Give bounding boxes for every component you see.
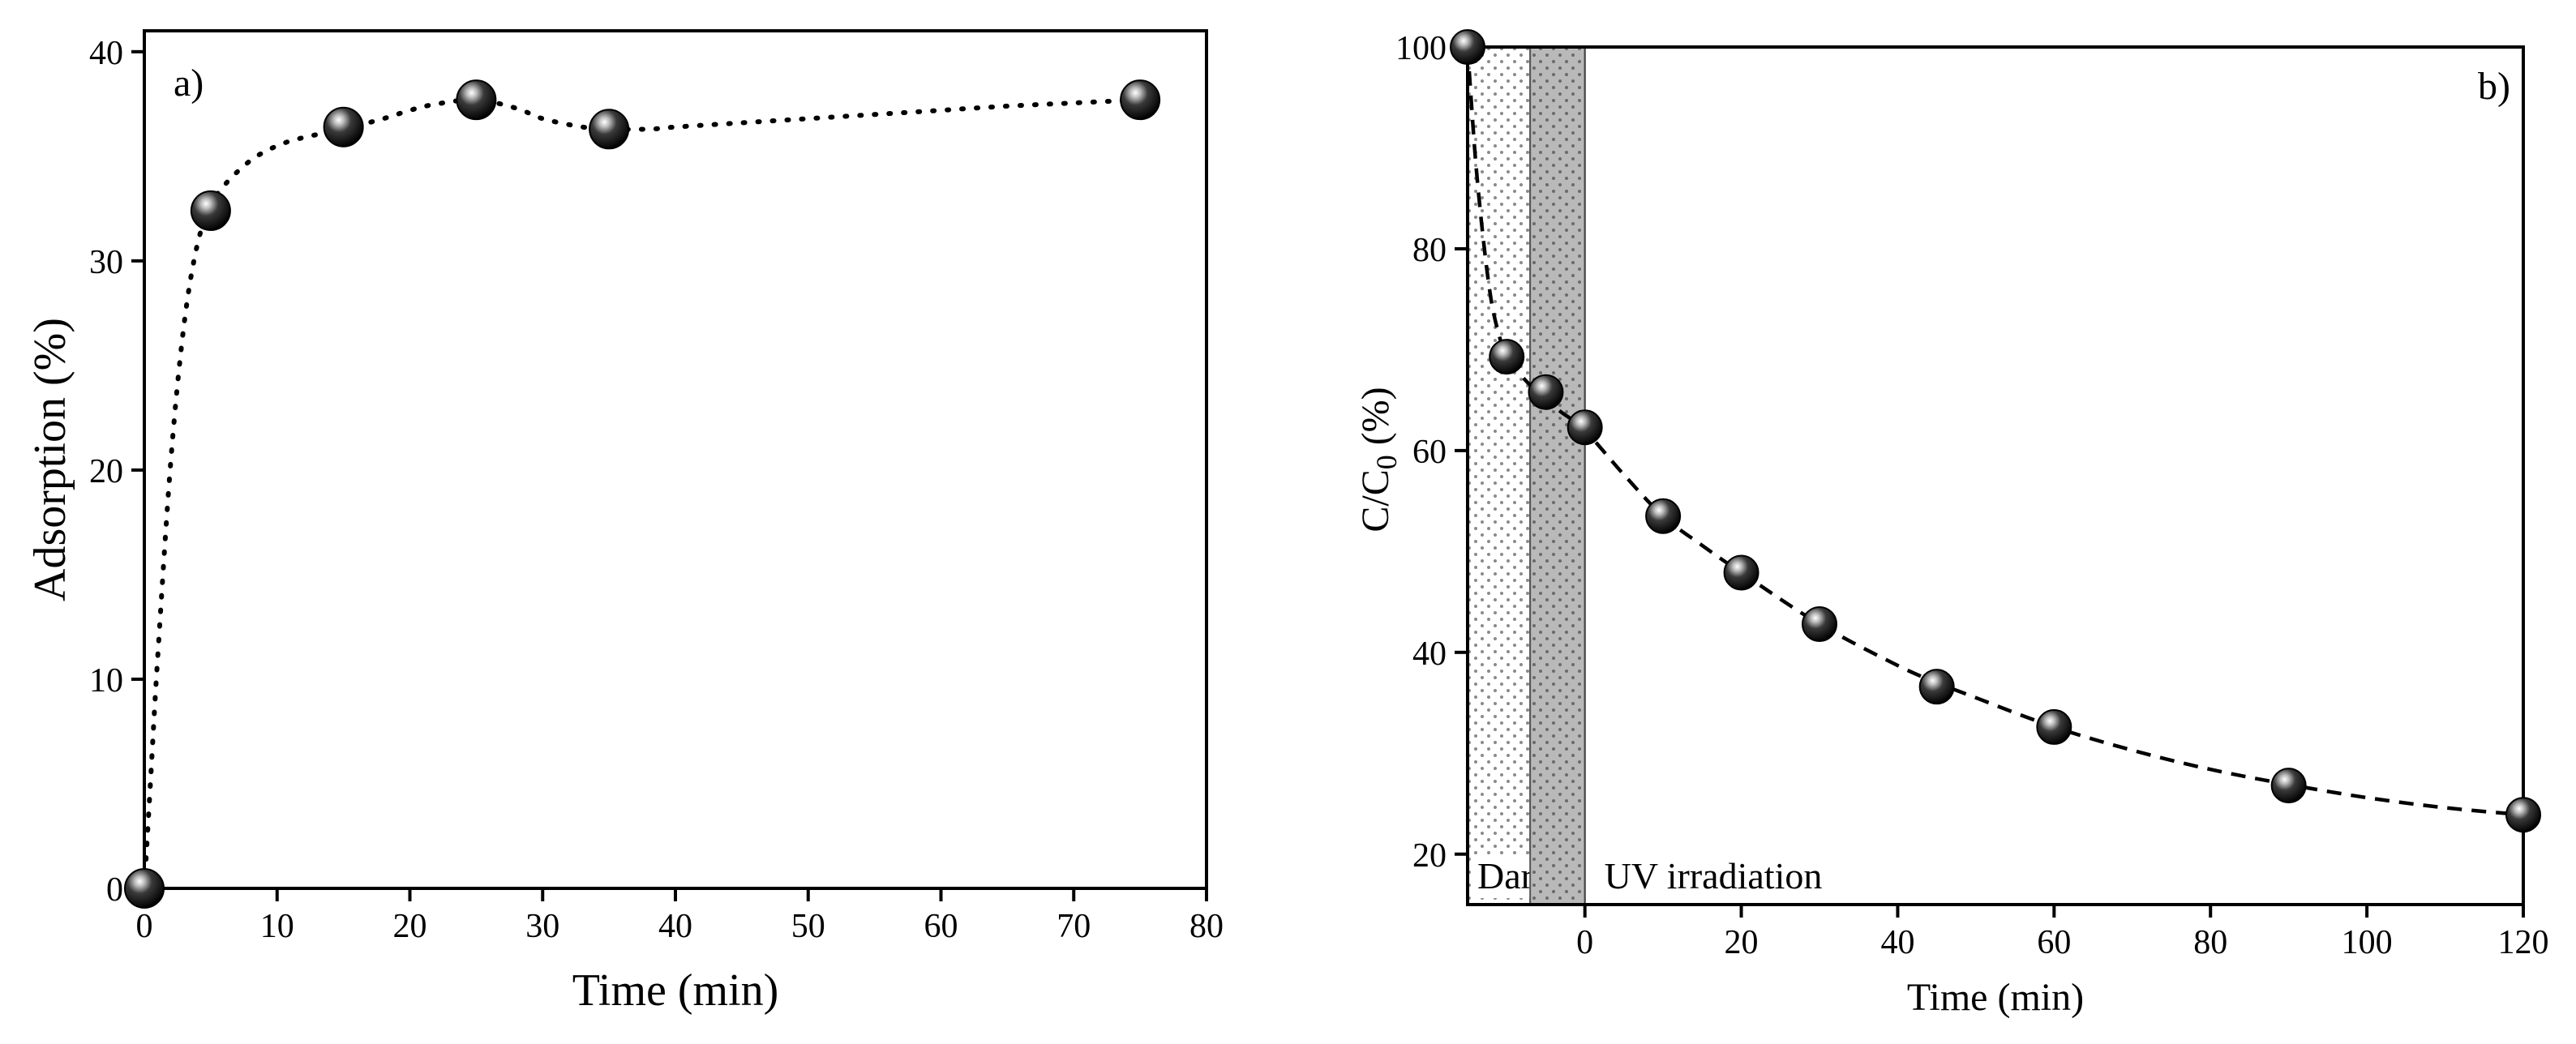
x-tick-label: 10	[260, 908, 294, 945]
x-tick-label: 0	[136, 908, 153, 945]
y-tick-label: 40	[89, 35, 123, 72]
x-tick-label: 70	[1057, 908, 1091, 945]
x-tick-label: 100	[2342, 924, 2393, 961]
x-tick-label: 40	[1880, 924, 1914, 961]
panel-b-label: b)	[2478, 65, 2510, 108]
panel-a-x-ticks: 0 10 20 30 40 50 60 70 80	[136, 888, 1224, 945]
y-tick-label: 0	[106, 871, 123, 909]
y-tick-label: 40	[1412, 635, 1447, 673]
x-tick-label: 20	[1725, 924, 1759, 961]
panel-a-chart: a) 0 10 20 30 40 50 60 70 80 0 10 20 30 40 Time (min…	[25, 29, 1224, 1016]
panel-b-regions: Dark UV irradiation	[1467, 46, 1867, 905]
data-point	[1645, 498, 1682, 534]
region-2-label-bg	[1599, 854, 1867, 898]
panel-b-y-axis-title-main: C/C	[1354, 469, 1397, 532]
panel-b-x-ticks: 0 20 40 60 80 100 120	[1576, 905, 2549, 961]
data-point	[323, 106, 364, 148]
y-tick-label: 30	[89, 244, 123, 281]
x-tick-label: 40	[658, 908, 692, 945]
y-tick-label: 60	[1412, 434, 1447, 471]
data-point	[456, 79, 497, 121]
x-tick-label: 30	[525, 908, 559, 945]
x-tick-label: 80	[2193, 924, 2227, 961]
data-point	[1918, 669, 1955, 705]
panel-a-y-axis-title: Adsorption (%)	[25, 318, 75, 601]
region-1-band	[1529, 46, 1586, 905]
data-point	[1567, 409, 1603, 446]
x-tick-label: 80	[1189, 908, 1224, 945]
data-point	[124, 868, 165, 909]
x-tick-label: 60	[2037, 924, 2071, 961]
x-tick-label: 60	[924, 908, 958, 945]
y-tick-label: 80	[1412, 232, 1447, 269]
panel-b-y-axis-title-suffix: (%)	[1354, 387, 1397, 455]
data-point	[190, 190, 231, 231]
y-tick-label: 10	[89, 662, 123, 700]
panel-a-label: a)	[174, 62, 204, 105]
panel-a-y-ticks: 0 10 20 30 40	[89, 35, 144, 909]
region-label-uv-irradiation: UV irradiation	[1605, 855, 1823, 896]
data-point	[589, 109, 630, 150]
panel-a-x-axis-title: Time (min)	[572, 965, 779, 1016]
x-tick-label: 0	[1576, 924, 1593, 961]
data-point	[2270, 768, 2307, 804]
panel-a-data-points	[124, 79, 1161, 909]
y-tick-label: 20	[89, 453, 123, 490]
data-point	[1528, 374, 1564, 410]
panel-b-plot-frame	[1466, 45, 2525, 906]
data-point	[1723, 554, 1759, 591]
x-tick-label: 20	[393, 908, 427, 945]
data-point	[2505, 797, 2541, 833]
panel-b-y-axis-title: C/C0 (%)	[1354, 387, 1403, 532]
y-tick-label: 100	[1395, 30, 1447, 67]
data-point	[2036, 708, 2072, 745]
panel-b-data-points	[1450, 29, 2541, 833]
y-tick-label: 20	[1412, 837, 1447, 875]
data-point	[1489, 339, 1525, 375]
data-point	[1450, 29, 1485, 65]
panel-b-x-axis-title: Time (min)	[1907, 976, 2084, 1019]
data-point	[1802, 605, 1837, 642]
panel-b-fit-curve	[1465, 46, 2524, 817]
x-tick-label: 50	[791, 908, 825, 945]
panel-b-y-ticks: 20 40 60 80 100	[1395, 30, 1468, 875]
panel-b-y-axis-title-subscript: 0	[1370, 455, 1403, 469]
panel-a-plot-frame	[143, 29, 1208, 890]
panel-a-fit-curve	[142, 97, 1143, 891]
data-point	[1120, 79, 1161, 121]
x-tick-label: 120	[2498, 924, 2549, 961]
panel-b-chart: Dark UV irradiation b) 0 20 40 60 80 100 120 20…	[1354, 29, 2549, 1019]
